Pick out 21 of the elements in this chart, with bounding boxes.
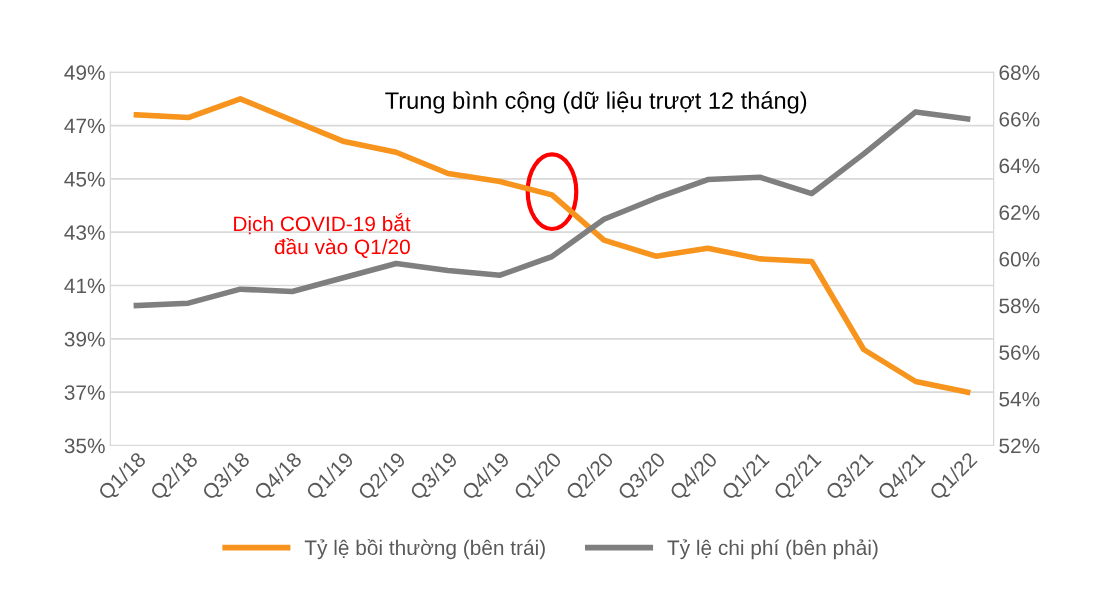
legend-label: Tỷ lệ bồi thường (bên trái)	[304, 538, 545, 560]
text: Trung bình cộng (dữ liệu trượt 12 tháng)	[385, 91, 807, 114]
y2-tick-label: 60%	[999, 251, 1040, 267]
y2-tick-label: 62%	[999, 205, 1040, 220]
annotation: Dịch COVID-19 bắt đầu vào Q1/20	[234, 212, 411, 258]
y2-tick-label: 54%	[999, 391, 1040, 407]
y2-tick-label: 56%	[999, 345, 1040, 360]
y-tick-label: 47%	[64, 118, 105, 134]
y-tick-label: 45%	[64, 171, 105, 187]
y2-tick-label: 52%	[999, 438, 1040, 454]
y-tick-label: 35%	[64, 438, 105, 454]
y2-tick-label: 64%	[999, 158, 1040, 174]
y-tick-label: 37%	[64, 385, 105, 400]
y2-tick-label: 68%	[999, 65, 1040, 80]
legend-label: Tỷ lệ chi phí (bên phải)	[667, 539, 878, 560]
y-tick-label: 43%	[64, 225, 105, 240]
y2-tick-label: 58%	[999, 298, 1040, 314]
y2-tick-label: 66%	[999, 111, 1040, 127]
y-tick-label: 41%	[64, 278, 105, 294]
y-tick-label: 39%	[64, 331, 105, 347]
y-tick-label: 49%	[64, 65, 105, 80]
